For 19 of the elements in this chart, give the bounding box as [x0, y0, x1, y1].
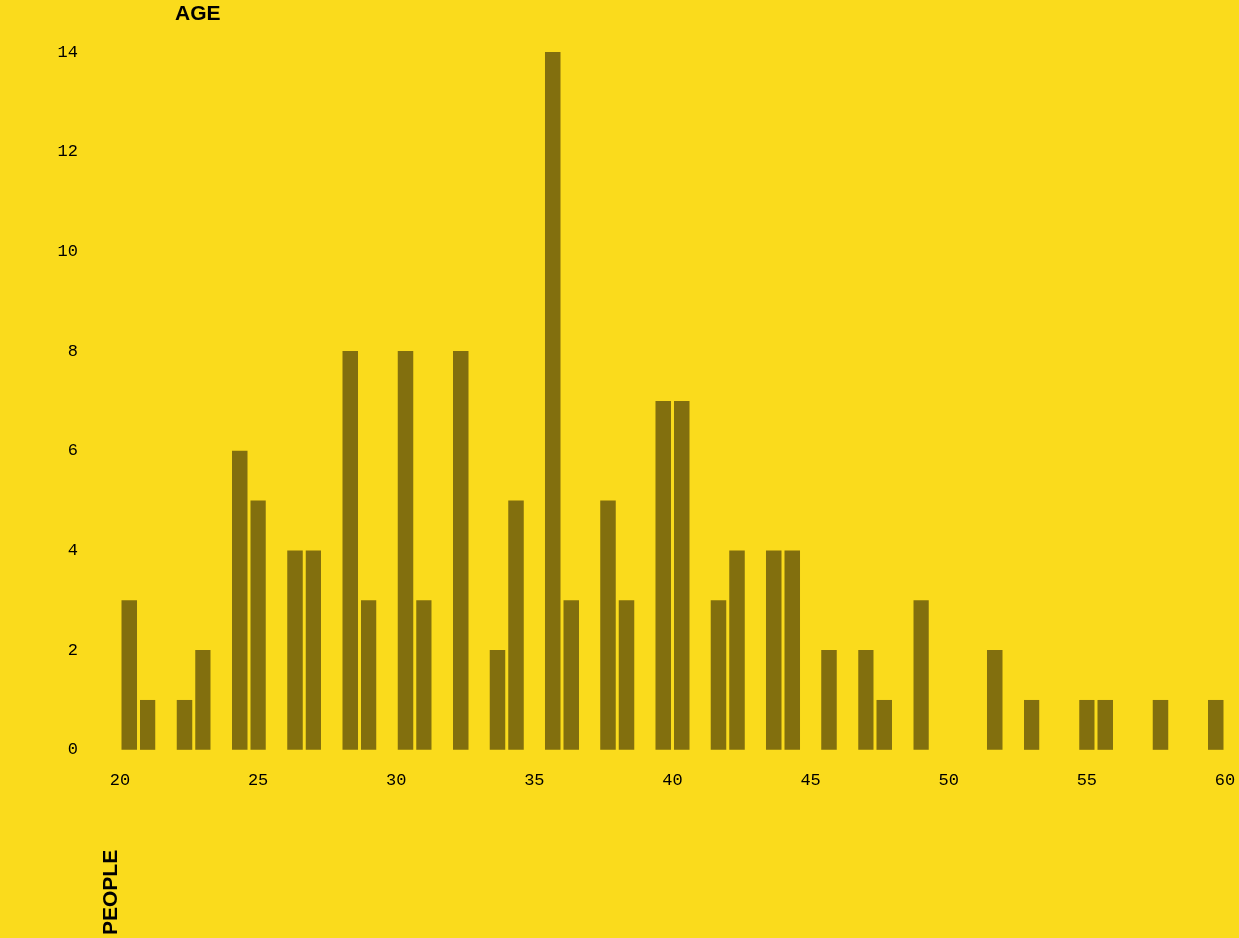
x-tick-label: 50	[938, 770, 959, 790]
x-tick-label: 35	[524, 770, 545, 790]
x-tick-label: 60	[1214, 770, 1236, 790]
y-tick-label: 0	[67, 740, 78, 760]
x-tick-label: 20	[109, 770, 131, 790]
x-tick-label: 55	[1076, 770, 1098, 790]
y-tick-label: 6	[67, 441, 78, 461]
x-tick-label: 40	[662, 770, 683, 790]
y-tick-label: 12	[57, 142, 78, 162]
x-axis-title: AGE	[175, 1, 221, 24]
y-axis-title: PEOPLE	[98, 849, 121, 936]
x-tick-label: 45	[800, 770, 821, 790]
y-tick-label: 10	[57, 241, 78, 261]
x-tick-label: 30	[386, 770, 407, 790]
y-tick-label: 14	[57, 42, 78, 62]
y-tick-label: 8	[67, 341, 78, 361]
y-tick-label: 4	[67, 540, 78, 560]
x-tick-label: 25	[247, 770, 269, 790]
y-tick-label: 2	[67, 640, 78, 660]
